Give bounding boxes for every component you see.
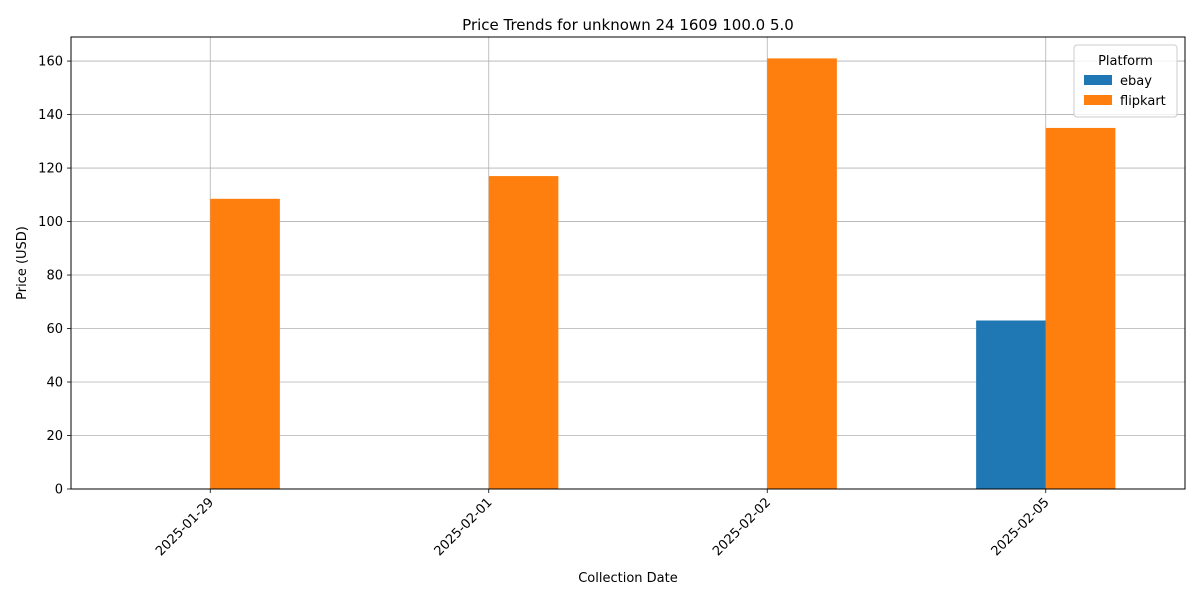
axes-layer [70,36,1186,490]
x-tick-label: 2025-02-05 [989,495,1053,559]
legend-label-flipkart: flipkart [1120,94,1166,109]
x-tick-label: 2025-02-02 [710,495,774,559]
x-tick-label: 2025-02-01 [432,495,496,559]
legend-swatch-ebay [1084,75,1112,85]
x-axis-label: Collection Date [578,571,678,586]
bars-layer [210,58,1116,490]
legend-swatch-flipkart [1084,95,1112,105]
y-tick-label: 0 [55,483,63,498]
bar-flipkart-2025-01-29 [210,198,280,489]
x-tick-label: 2025-01-29 [153,495,217,559]
y-tick-label: 160 [38,55,63,70]
y-tick-label: 60 [46,322,63,337]
bar-flipkart-2025-02-05 [1045,127,1116,490]
y-tick-label: 120 [38,162,63,177]
bar-flipkart-2025-02-02 [767,58,837,489]
legend: Platform ebay flipkart [1073,44,1178,118]
plot-frame [70,36,1186,490]
bar-ebay-2025-02-05 [976,320,1046,489]
legend-title: Platform [1098,54,1153,69]
y-axis-label: Price (USD) [15,226,30,300]
y-tick-label: 80 [46,269,63,284]
y-tick-label: 20 [46,429,63,444]
legend-label-ebay: ebay [1120,74,1152,89]
chart-title: Price Trends for unknown 24 1609 100.0 5… [462,16,794,34]
y-tick-label: 140 [38,108,63,123]
y-tick-label: 100 [38,215,63,230]
bar-flipkart-2025-02-01 [488,176,559,490]
y-tick-label: 40 [46,376,63,391]
